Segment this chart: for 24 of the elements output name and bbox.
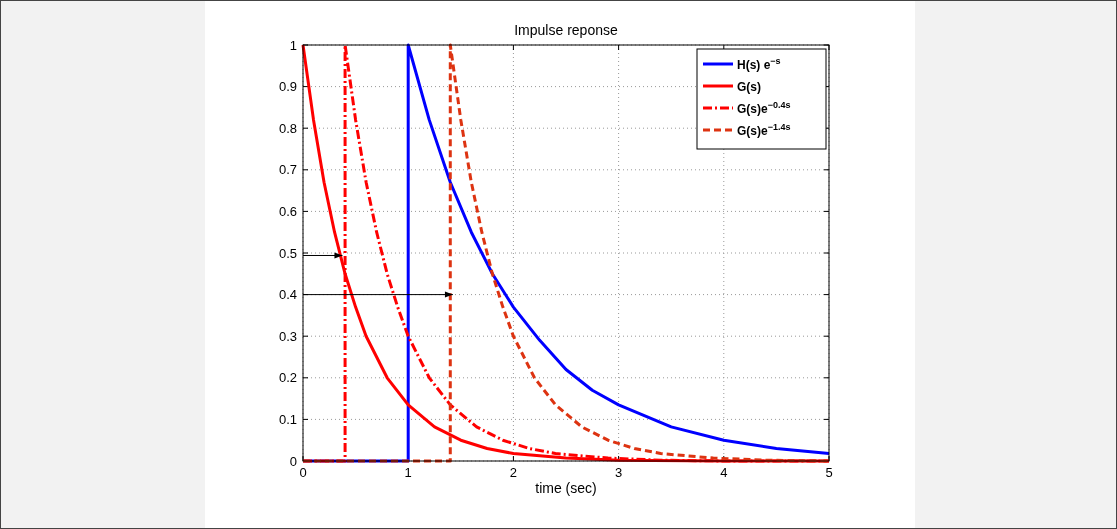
legend-label: H(s) e$^{−s}$ bbox=[737, 56, 781, 72]
x-tick-label: 2 bbox=[509, 465, 518, 480]
chart-title: Impulse reponse bbox=[514, 22, 618, 38]
y-tick-label: 0.9 bbox=[278, 79, 297, 95]
legend-label: G(s)e$^{−0.4s}$ bbox=[737, 100, 791, 116]
y-tick-label: 0.6 bbox=[278, 203, 297, 219]
y-tick-label: 0.8 bbox=[278, 120, 297, 136]
y-tick-label: 0 bbox=[289, 453, 297, 469]
y-tick-label: 0.7 bbox=[278, 162, 297, 178]
legend-label: G(s)e$^{−1.4s}$ bbox=[737, 122, 791, 138]
y-tick-label: 1 bbox=[289, 37, 297, 53]
y-tick-label: 0.1 bbox=[278, 411, 297, 427]
y-tick-label: 0.3 bbox=[278, 328, 297, 344]
line-series bbox=[301, 43, 831, 463]
y-tick-label: 0.5 bbox=[278, 245, 297, 261]
y-tick-label: 0.2 bbox=[278, 370, 297, 386]
x-tick-label: 5 bbox=[825, 465, 833, 480]
x-tick-label: 4 bbox=[720, 465, 728, 480]
x-tick-label: 1 bbox=[404, 465, 412, 480]
x-axis-title: time (sec) bbox=[535, 480, 597, 496]
x-tick-label: 0 bbox=[299, 465, 307, 480]
y-tick-label: 0.4 bbox=[278, 287, 297, 303]
x-tick-label: 3 bbox=[614, 465, 623, 480]
legend-label: G(s) bbox=[737, 80, 761, 94]
